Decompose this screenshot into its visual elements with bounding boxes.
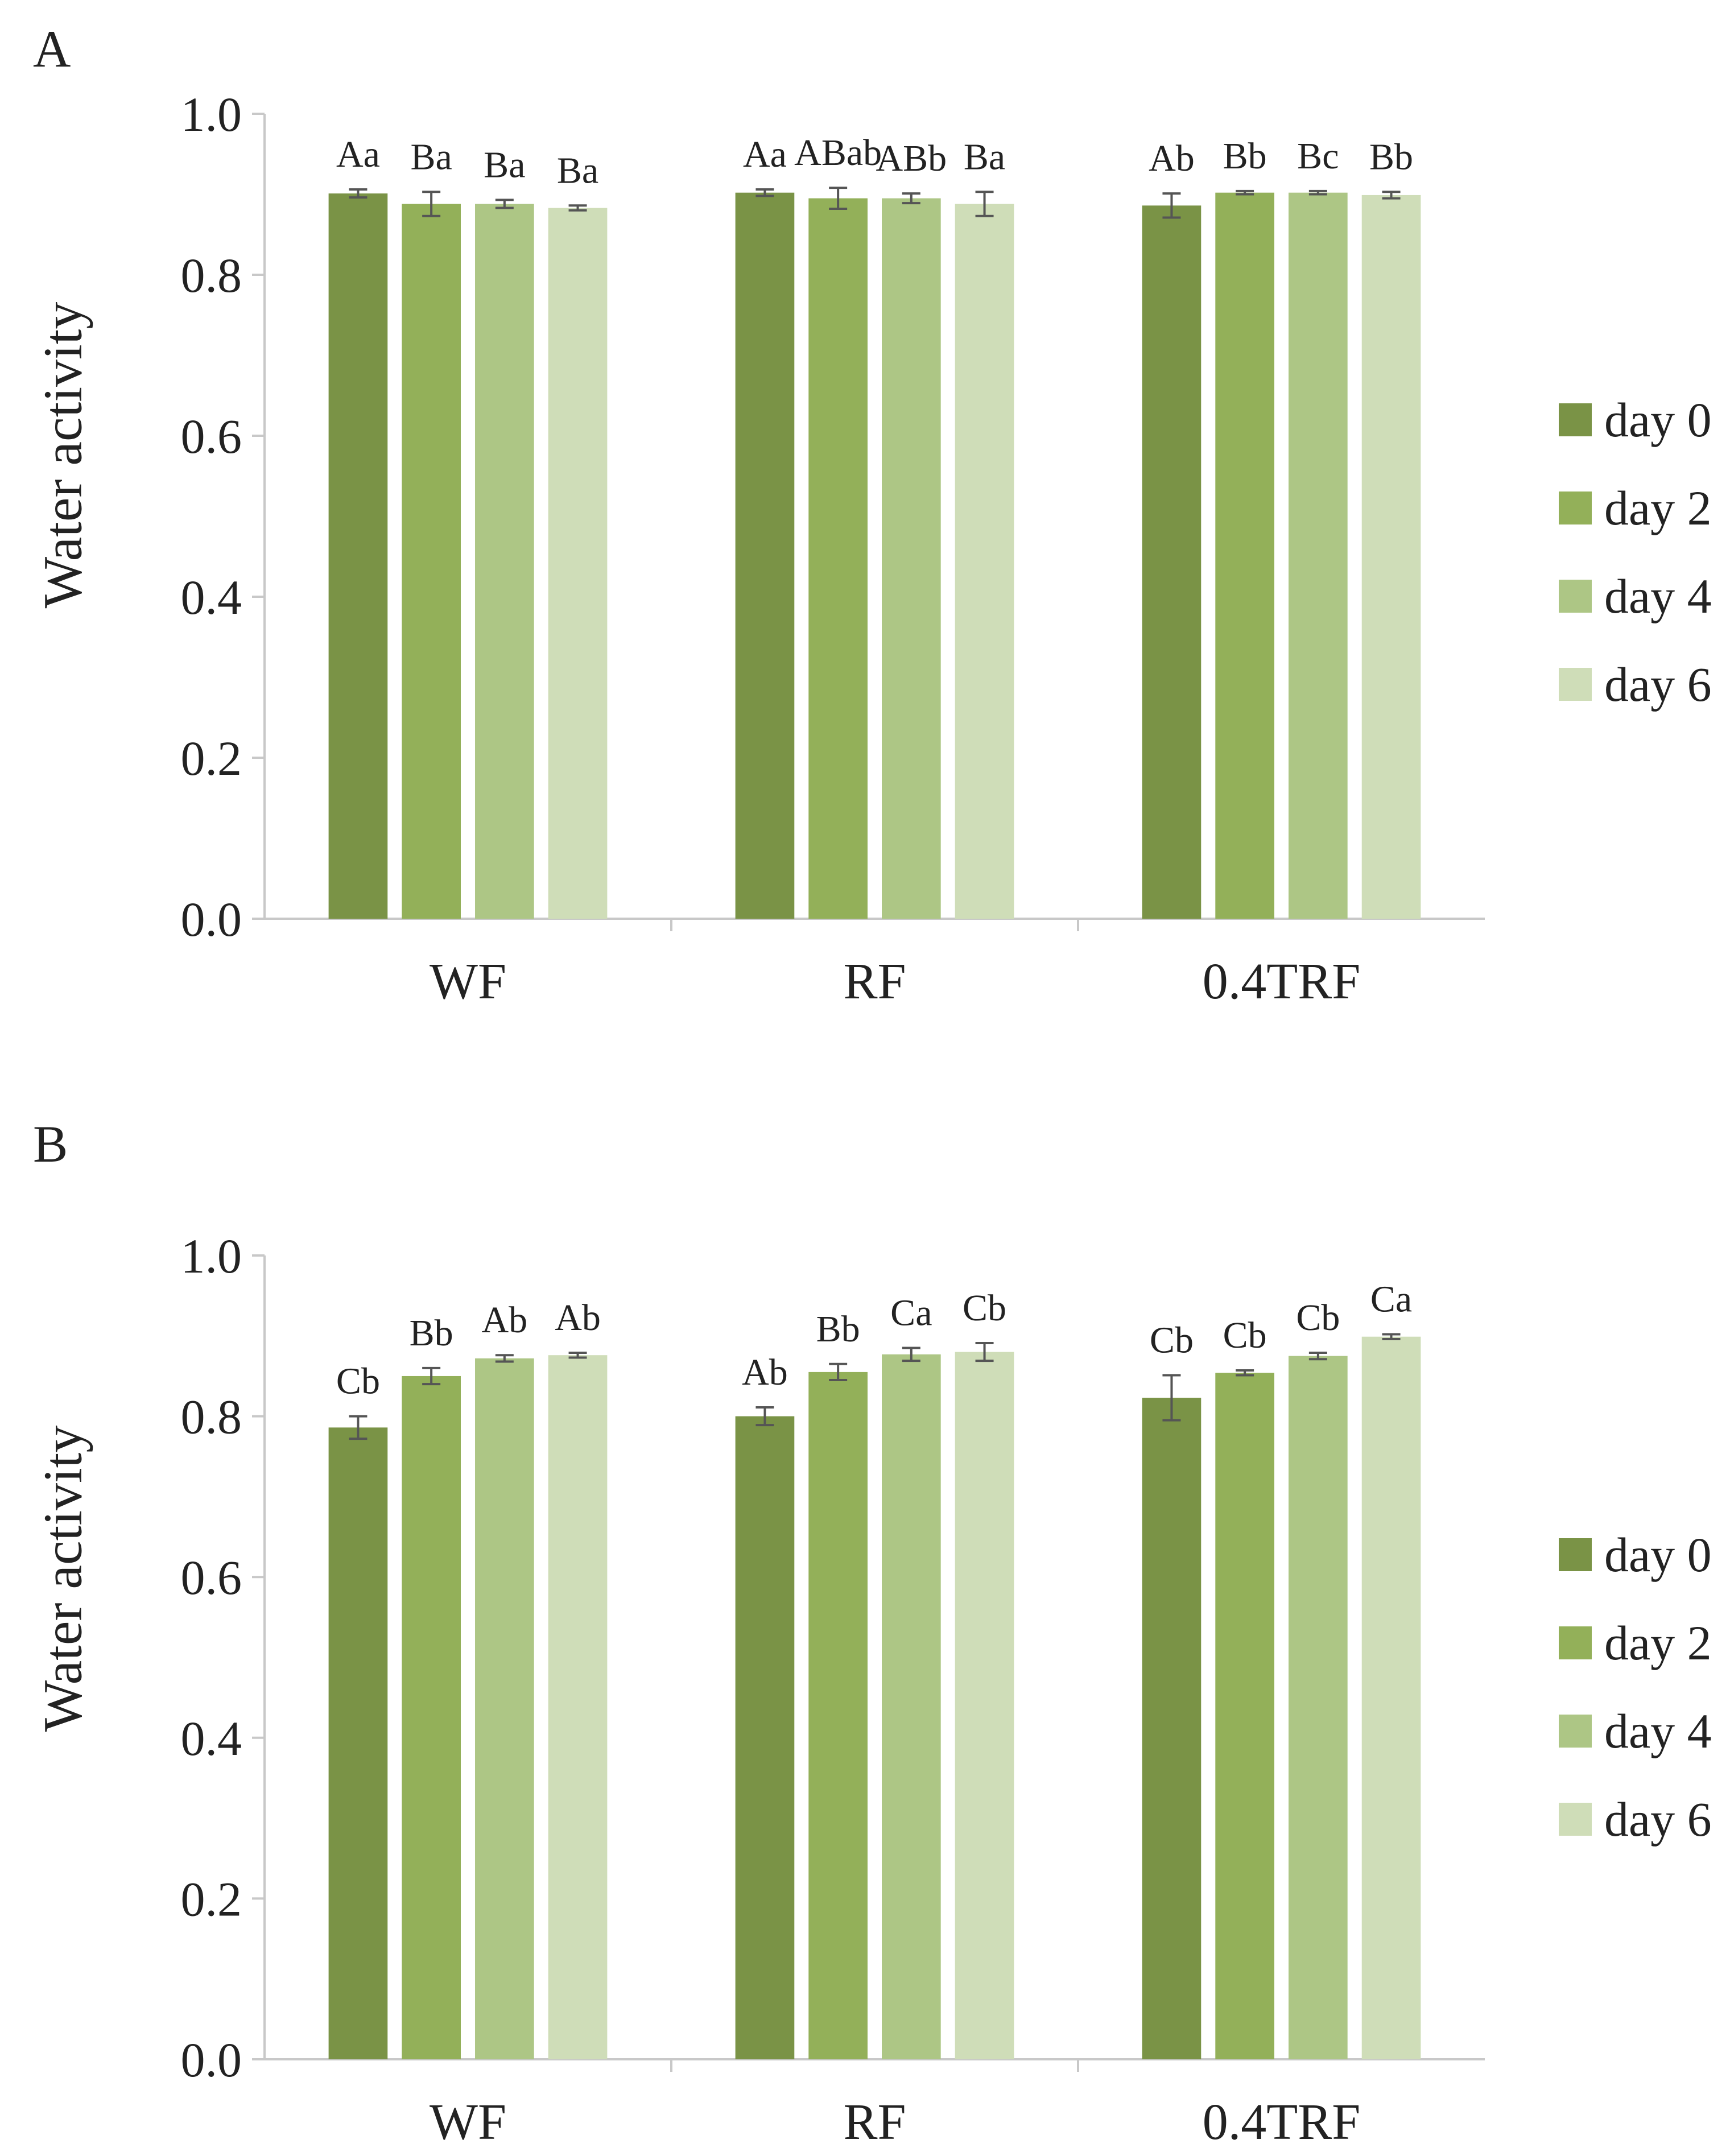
data-label: Bb [1369,136,1413,177]
bar [735,1416,795,2059]
data-label: Ab [482,1299,528,1341]
y-tick-label: 0.6 [181,1550,242,1605]
data-label: Bb [1223,135,1267,177]
panel-b: B Water activity 0.0 0.2 0.4 0.6 0.8 1.0 Cb Bb A… [0,1078,1730,2156]
bar [808,1372,868,2059]
y-tick-label: 0.2 [181,731,242,786]
bar [955,1352,1014,2059]
y-tick-label: 0.0 [181,892,242,947]
bar [1142,1398,1201,2059]
bar [1361,195,1421,919]
data-label: Ba [964,136,1005,177]
legend-item: day 0 [1559,375,1712,464]
y-tick-label: 0.4 [181,1711,242,1766]
bar [402,1376,461,2059]
data-label: Ab [742,1352,788,1393]
y-tick-label: 0.8 [181,248,242,303]
x-tick-label: RF [843,2094,906,2150]
panel-a: A Water activity 0.0 0.2 0.4 0.6 0.8 1.0 Aa Ba B… [32,20,1712,1010]
bar [1215,1373,1274,2059]
legend-label: day 6 [1604,656,1712,712]
legend-swatch [1559,1538,1592,1571]
data-label: Cb [1150,1320,1194,1361]
bar [1289,1356,1348,2059]
bar [808,198,868,919]
bar [548,1355,608,2059]
bar [1289,192,1348,919]
y-tick-label: 0.8 [181,1390,242,1444]
data-label: Ca [1370,1278,1412,1320]
bar [1142,205,1201,919]
y-tick-label: 0.0 [181,2033,242,2087]
bar [548,208,608,919]
data-label: Cb [1296,1297,1340,1339]
legend-item: day 0 [1559,1510,1712,1599]
legend-b: day 0 day 2 day 4 day 6 [1559,1510,1712,1863]
panel-label-a: A [33,20,71,78]
data-label: Cb [963,1287,1006,1329]
y-tick-label: 1.0 [181,1229,242,1283]
bar [328,193,388,919]
data-label: Aa [743,134,787,175]
data-label: Ba [410,136,452,177]
data-label: Cb [1223,1315,1267,1356]
y-tick-label: 0.4 [181,570,242,625]
legend-item: day 6 [1559,1775,1712,1863]
y-tick-label: 0.6 [181,409,242,464]
data-label: ABab [794,132,882,174]
legend-swatch [1559,1802,1592,1836]
x-tick-label: 0.4TRF [1203,953,1361,1010]
x-tick-label: WF [430,953,506,1010]
legend-item: day 4 [1559,552,1712,640]
legend-swatch [1559,491,1592,524]
legend-swatch [1559,1714,1592,1748]
bar [735,192,795,919]
legend-label: day 6 [1604,1791,1712,1847]
bar [882,198,941,919]
data-label: Ca [890,1292,932,1333]
bar [882,1354,941,2059]
bar [1215,192,1274,919]
legend-swatch [1559,403,1592,436]
legend-label: day 4 [1604,1703,1712,1758]
x-tick-label: WF [430,2094,506,2150]
bar [328,1427,388,2059]
legend-label: day 2 [1604,480,1712,535]
legend-swatch [1559,667,1592,701]
legend-item: day 4 [1559,1687,1712,1775]
legend-item: day 2 [1559,1599,1712,1687]
y-tick-label: 1.0 [181,87,242,142]
legend-item: day 6 [1559,640,1712,728]
bar-chart-b: 0.0 0.2 0.4 0.6 0.8 1.0 Cb Bb Ab Ab WF Ab Bb Ca Cb RF Cb… [181,1229,1485,2150]
legend-a: day 0 day 2 day 4 day 6 [1559,375,1712,728]
bar [475,1358,534,2059]
bar [475,204,534,919]
legend-swatch [1559,579,1592,613]
y-tick-label: 0.2 [181,1872,242,1926]
data-label: Aa [336,134,380,175]
legend-label: day 0 [1604,392,1712,447]
x-tick-label: 0.4TRF [1203,2094,1361,2150]
legend-item: day 2 [1559,464,1712,552]
data-label: Ba [557,150,598,191]
bar [402,204,461,919]
data-label: Bc [1297,135,1339,177]
data-label: Ab [555,1297,601,1339]
legend-label: day 0 [1604,1527,1712,1582]
data-label: Cb [336,1361,380,1402]
panel-label-b: B [33,1115,68,1173]
data-label: Bb [410,1312,453,1354]
data-label: ABb [876,138,947,179]
data-label: Ab [1149,138,1195,179]
legend-swatch [1559,1626,1592,1659]
bar [955,204,1014,919]
data-label: Bb [816,1308,860,1350]
legend-label: day 2 [1604,1615,1712,1670]
bar [1361,1336,1421,2059]
x-tick-label: RF [843,953,906,1010]
data-label: Ba [484,144,525,185]
legend-label: day 4 [1604,568,1712,623]
